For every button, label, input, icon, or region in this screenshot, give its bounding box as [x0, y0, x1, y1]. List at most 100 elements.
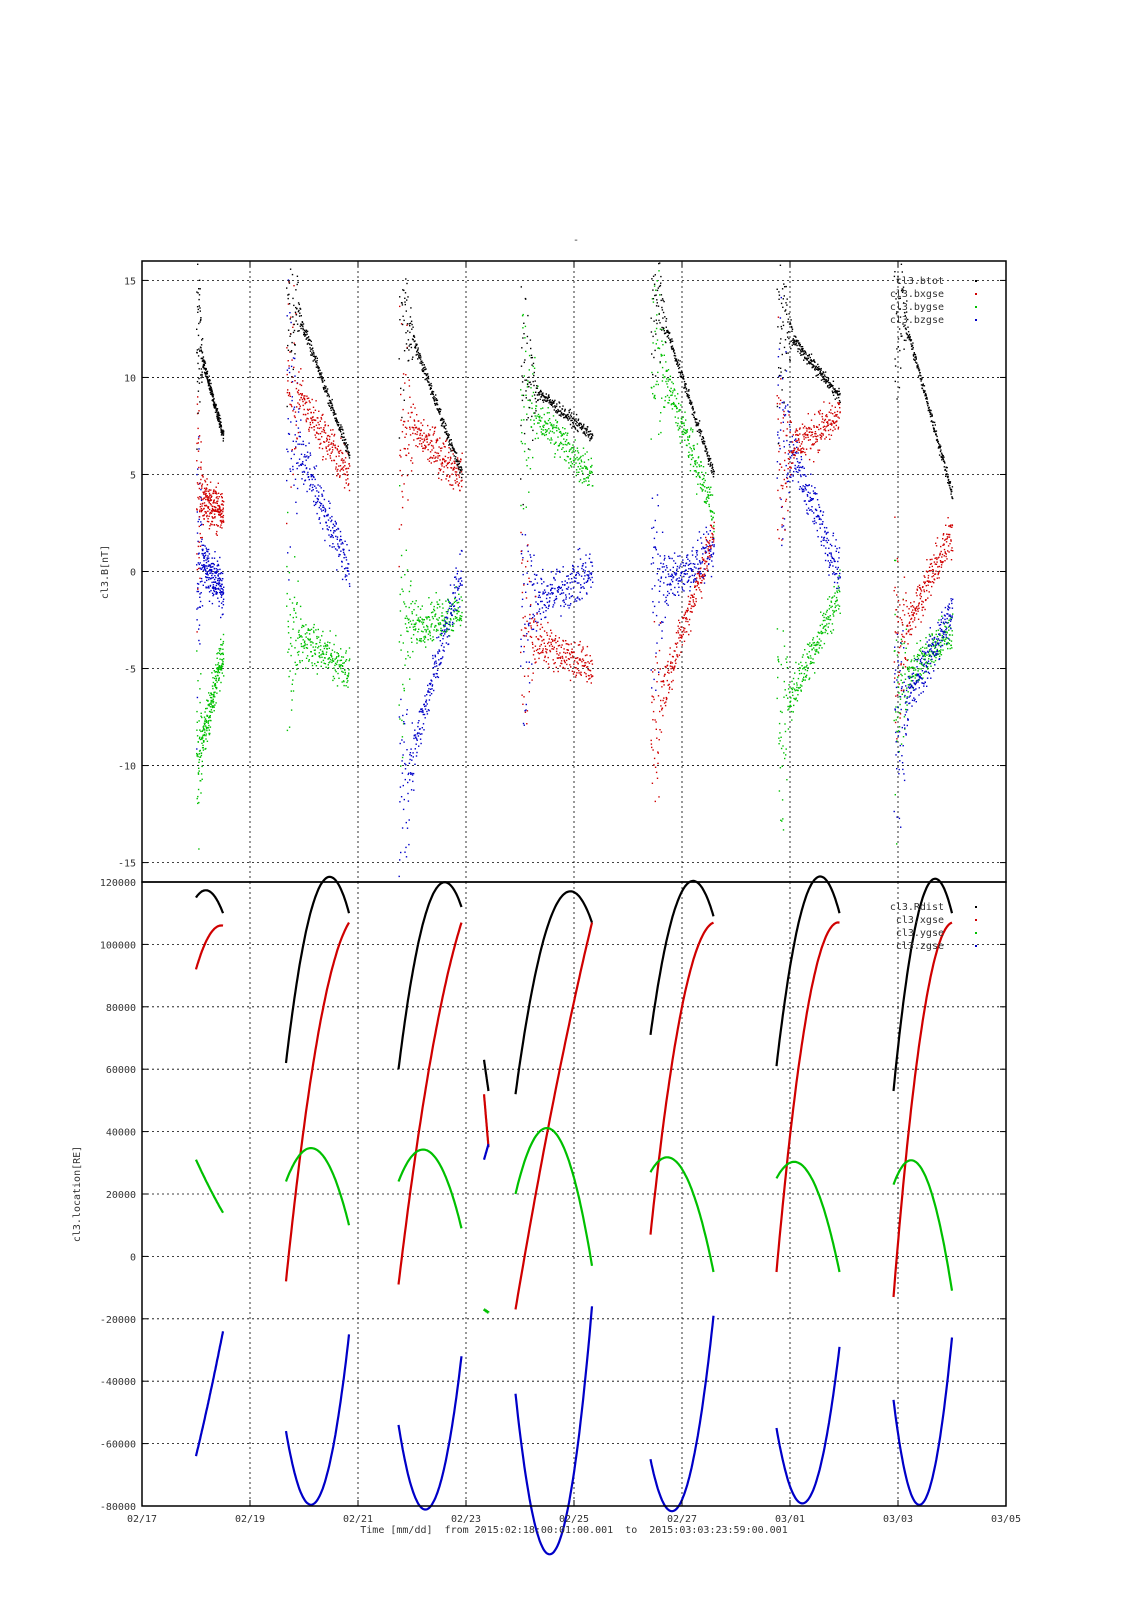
field-point-bz — [298, 465, 300, 467]
field-point-bz — [407, 800, 410, 802]
field-point-bx — [200, 537, 202, 539]
field-point-btot — [410, 307, 412, 309]
field-point-btot — [215, 404, 217, 406]
field-point-bz — [433, 689, 435, 692]
field-point-bz — [292, 440, 294, 442]
field-point-btot — [532, 439, 534, 441]
field-point-bz — [688, 560, 691, 562]
field-point-btot — [199, 310, 201, 312]
field-point-by — [670, 387, 672, 390]
field-point-by — [578, 480, 581, 483]
field-point-btot — [414, 345, 417, 347]
field-point-btot — [344, 439, 346, 441]
field-point-bz — [432, 657, 434, 660]
field-point-bx — [430, 439, 432, 442]
field-point-bx — [336, 449, 339, 451]
field-point-by — [560, 442, 563, 445]
field-point-bz — [653, 678, 655, 681]
field-point-bx — [208, 492, 211, 495]
field-point-by — [335, 634, 337, 637]
field-point-bz — [457, 589, 459, 591]
field-point-by — [399, 485, 401, 487]
field-point-bx — [347, 467, 350, 470]
field-point-by — [653, 397, 655, 399]
field-point-bx — [329, 435, 331, 438]
field-point-bz — [213, 557, 216, 559]
field-point-bz — [308, 442, 310, 444]
field-point-by — [687, 455, 690, 457]
field-point-btot — [216, 415, 218, 418]
field-point-bx — [401, 431, 404, 433]
field-point-bx — [449, 475, 451, 477]
field-point-btot — [543, 399, 545, 401]
field-point-by — [323, 662, 325, 664]
field-point-btot — [310, 344, 313, 346]
field-point-by — [694, 462, 696, 465]
field-point-bx — [334, 444, 336, 446]
field-point-btot — [310, 348, 312, 351]
field-point-by — [529, 400, 531, 402]
field-point-bz — [209, 584, 212, 587]
field-point-btot — [306, 333, 308, 335]
field-point-by — [308, 629, 310, 631]
field-point-bx — [301, 394, 303, 396]
field-point-bz — [321, 510, 323, 512]
field-point-by — [208, 732, 210, 735]
field-point-by — [302, 651, 304, 654]
field-point-bx — [457, 459, 459, 461]
field-point-bz — [214, 587, 217, 590]
field-point-btot — [200, 368, 203, 370]
field-point-bx — [440, 479, 443, 481]
field-point-bx — [203, 518, 205, 520]
field-point-bz — [445, 642, 448, 644]
field-point-bx — [338, 465, 340, 467]
field-point-bx — [315, 431, 318, 433]
field-point-by — [314, 646, 317, 648]
field-point-bz — [527, 550, 529, 553]
field-point-btot — [409, 316, 412, 318]
field-point-by — [587, 477, 589, 479]
field-point-bz — [654, 547, 657, 549]
field-point-bx — [294, 380, 296, 382]
field-point-bz — [551, 593, 554, 595]
field-point-by — [454, 616, 457, 618]
field-point-bz — [461, 550, 463, 552]
field-point-bz — [330, 529, 332, 532]
field-point-by — [710, 494, 712, 496]
field-point-btot — [321, 372, 323, 374]
field-point-bx — [549, 635, 551, 637]
field-point-bx — [672, 679, 674, 682]
field-point-bx — [201, 509, 203, 511]
field-point-bz — [329, 545, 331, 547]
field-point-bx — [522, 634, 525, 637]
field-point-bz — [343, 568, 346, 570]
field-point-bz — [524, 534, 527, 536]
field-point-bx — [670, 661, 672, 663]
field-point-bx — [329, 448, 331, 450]
field-point-bz — [692, 581, 695, 583]
field-point-bz — [438, 649, 440, 651]
field-point-bx — [332, 444, 335, 446]
field-point-by — [653, 395, 656, 397]
field-point-btot — [458, 462, 460, 465]
field-point-by — [438, 617, 440, 619]
field-point-by — [445, 621, 447, 624]
field-point-bx — [708, 541, 710, 544]
field-point-bz — [286, 448, 288, 450]
field-point-bx — [677, 632, 680, 634]
field-point-bz — [674, 586, 676, 589]
field-point-bx — [196, 460, 198, 462]
field-point-bx — [545, 650, 547, 653]
field-point-bz — [197, 540, 199, 543]
field-point-btot — [423, 372, 426, 375]
field-point-bz — [415, 743, 417, 745]
field-point-btot — [542, 394, 544, 396]
field-point-by — [542, 425, 544, 427]
field-point-by — [291, 683, 293, 685]
field-point-by — [437, 629, 439, 632]
field-point-bx — [665, 666, 667, 669]
field-point-bx — [709, 556, 711, 559]
field-point-btot — [205, 368, 207, 370]
field-point-by — [683, 424, 685, 427]
field-point-bx — [203, 497, 205, 499]
